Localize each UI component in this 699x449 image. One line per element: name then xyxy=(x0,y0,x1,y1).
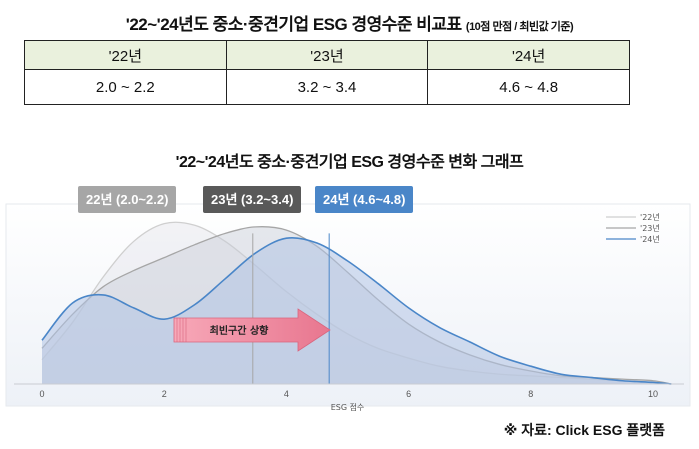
legend-label-23: '23년 xyxy=(640,223,660,233)
arrow-label: 최빈구간 상향 xyxy=(210,324,269,337)
x-tick-label: 2 xyxy=(162,389,167,399)
header-cell-23: '23년 xyxy=(225,40,429,70)
source-note: ※ 자료: Click ESG 플랫폼 xyxy=(503,422,665,438)
table-title-note: (10점 만점 / 최빈값 기준) xyxy=(465,21,574,33)
series-area-24 xyxy=(42,237,672,384)
x-tick-label: 6 xyxy=(406,389,411,399)
shift-arrow xyxy=(173,308,331,352)
header-cell-24: '24년 xyxy=(427,40,630,70)
x-tick-label: 10 xyxy=(648,389,658,399)
x-tick-label: 0 xyxy=(39,389,44,399)
value-cell-22: 2.0 ~ 2.2 xyxy=(24,69,227,105)
x-tick-label: 4 xyxy=(284,389,289,399)
legend-label-24: '24년 xyxy=(640,234,660,244)
table-value-row: 2.0 ~ 2.2 3.2 ~ 3.4 4.6 ~ 4.8 xyxy=(24,69,630,105)
table-header-row: '22년 '23년 '24년 xyxy=(24,40,630,70)
chart-title: '22~'24년도 중소·중견기업 ESG 경영수준 변화 그래프 xyxy=(175,154,524,171)
badge-22: 22년 (2.0~2.2) xyxy=(78,186,177,213)
value-cell-23: 3.2 ~ 3.4 xyxy=(225,69,429,105)
density-chart: 0 2 4 6 8 10 ESG 점수 최빈구간 상향 '22년'23년'24년 xyxy=(5,203,691,412)
table-title-text: '22~'24년도 중소·중견기업 ESG 경영수준 비교표 xyxy=(125,15,462,34)
header-cell-22: '22년 xyxy=(24,40,227,70)
legend-label-22: '22년 xyxy=(640,212,660,222)
value-cell-24: 4.6 ~ 4.8 xyxy=(427,69,630,105)
x-axis-label: ESG 점수 xyxy=(331,402,365,412)
comparison-table: '22년 '23년 '24년 2.0 ~ 2.2 3.2 ~ 3.4 4.6 ~… xyxy=(24,40,630,105)
badge-23: 23년 (3.2~3.4) xyxy=(203,186,302,213)
table-title: '22~'24년도 중소·중견기업 ESG 경영수준 비교표 (10점 만점 /… xyxy=(0,10,699,35)
x-tick-label: 8 xyxy=(528,389,533,399)
badge-24: 24년 (4.6~4.8) xyxy=(315,186,414,213)
series-line-24 xyxy=(41,236,672,385)
